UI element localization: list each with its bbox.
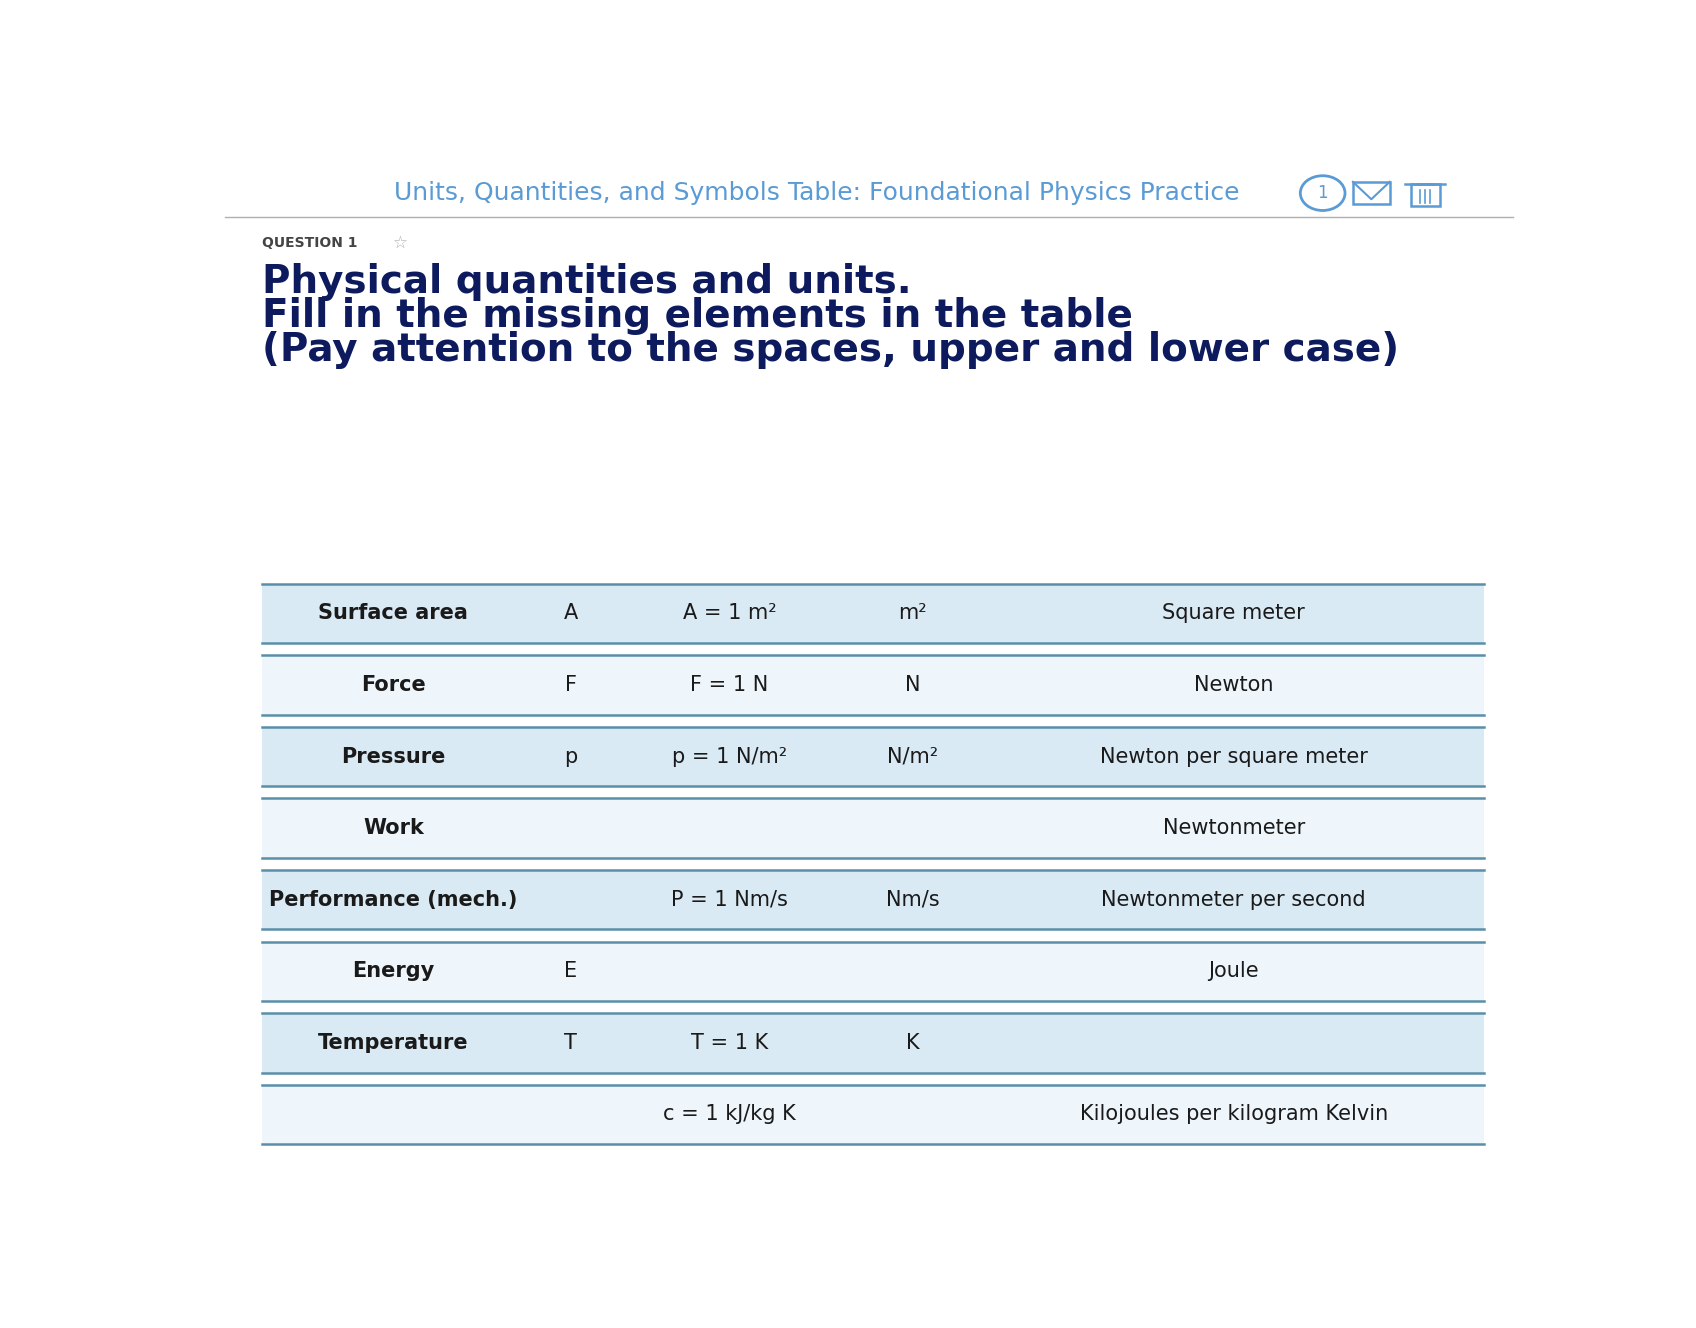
Text: Physical quantities and units.: Physical quantities and units. xyxy=(261,263,911,301)
Text: Nm/s: Nm/s xyxy=(885,890,940,910)
Text: c = 1 kJ/kg K: c = 1 kJ/kg K xyxy=(663,1105,795,1125)
Text: p: p xyxy=(565,746,577,766)
Bar xyxy=(261,870,1484,930)
Text: Surface area: Surface area xyxy=(319,603,468,623)
Bar xyxy=(261,1085,1484,1145)
Text: Square meter: Square meter xyxy=(1162,603,1306,623)
Text: A: A xyxy=(563,603,578,623)
Text: Kilojoules per kilogram Kelvin: Kilojoules per kilogram Kelvin xyxy=(1080,1105,1387,1125)
Text: E: E xyxy=(565,961,577,981)
Text: Temperature: Temperature xyxy=(319,1033,468,1053)
Text: Work: Work xyxy=(363,818,424,838)
Text: F: F xyxy=(565,675,577,695)
Text: Joule: Joule xyxy=(1209,961,1258,981)
Text: ☆: ☆ xyxy=(393,234,409,252)
Text: N/m²: N/m² xyxy=(887,746,938,766)
Bar xyxy=(1411,183,1440,206)
Text: m²: m² xyxy=(899,603,928,623)
Text: A = 1 m²: A = 1 m² xyxy=(682,603,777,623)
Text: Force: Force xyxy=(361,675,426,695)
Text: Newton per square meter: Newton per square meter xyxy=(1099,746,1367,766)
Text: p = 1 N/m²: p = 1 N/m² xyxy=(672,746,787,766)
Text: T = 1 K: T = 1 K xyxy=(690,1033,768,1053)
Text: Performance (mech.): Performance (mech.) xyxy=(270,890,517,910)
Text: Pressure: Pressure xyxy=(341,746,446,766)
Text: (Pay attention to the spaces, upper and lower case): (Pay attention to the spaces, upper and … xyxy=(261,331,1399,369)
Text: Units, Quantities, and Symbols Table: Foundational Physics Practice: Units, Quantities, and Symbols Table: Fo… xyxy=(393,181,1240,205)
Text: Energy: Energy xyxy=(353,961,434,981)
Text: 1: 1 xyxy=(1318,185,1328,202)
Bar xyxy=(261,1013,1484,1073)
Text: P = 1 Nm/s: P = 1 Nm/s xyxy=(672,890,789,910)
Text: Newton: Newton xyxy=(1194,675,1274,695)
Bar xyxy=(261,655,1484,714)
Text: T: T xyxy=(565,1033,577,1053)
Bar xyxy=(261,798,1484,858)
Text: K: K xyxy=(906,1033,919,1053)
Bar xyxy=(261,584,1484,643)
Text: QUESTION 1: QUESTION 1 xyxy=(261,236,358,250)
Text: Newtonmeter: Newtonmeter xyxy=(1163,818,1304,838)
Bar xyxy=(1353,182,1389,205)
Bar xyxy=(261,942,1484,1001)
Text: F = 1 N: F = 1 N xyxy=(690,675,768,695)
Text: Fill in the missing elements in the table: Fill in the missing elements in the tabl… xyxy=(261,297,1133,335)
Text: Newtonmeter per second: Newtonmeter per second xyxy=(1101,890,1365,910)
Text: N: N xyxy=(906,675,921,695)
Bar xyxy=(261,726,1484,786)
